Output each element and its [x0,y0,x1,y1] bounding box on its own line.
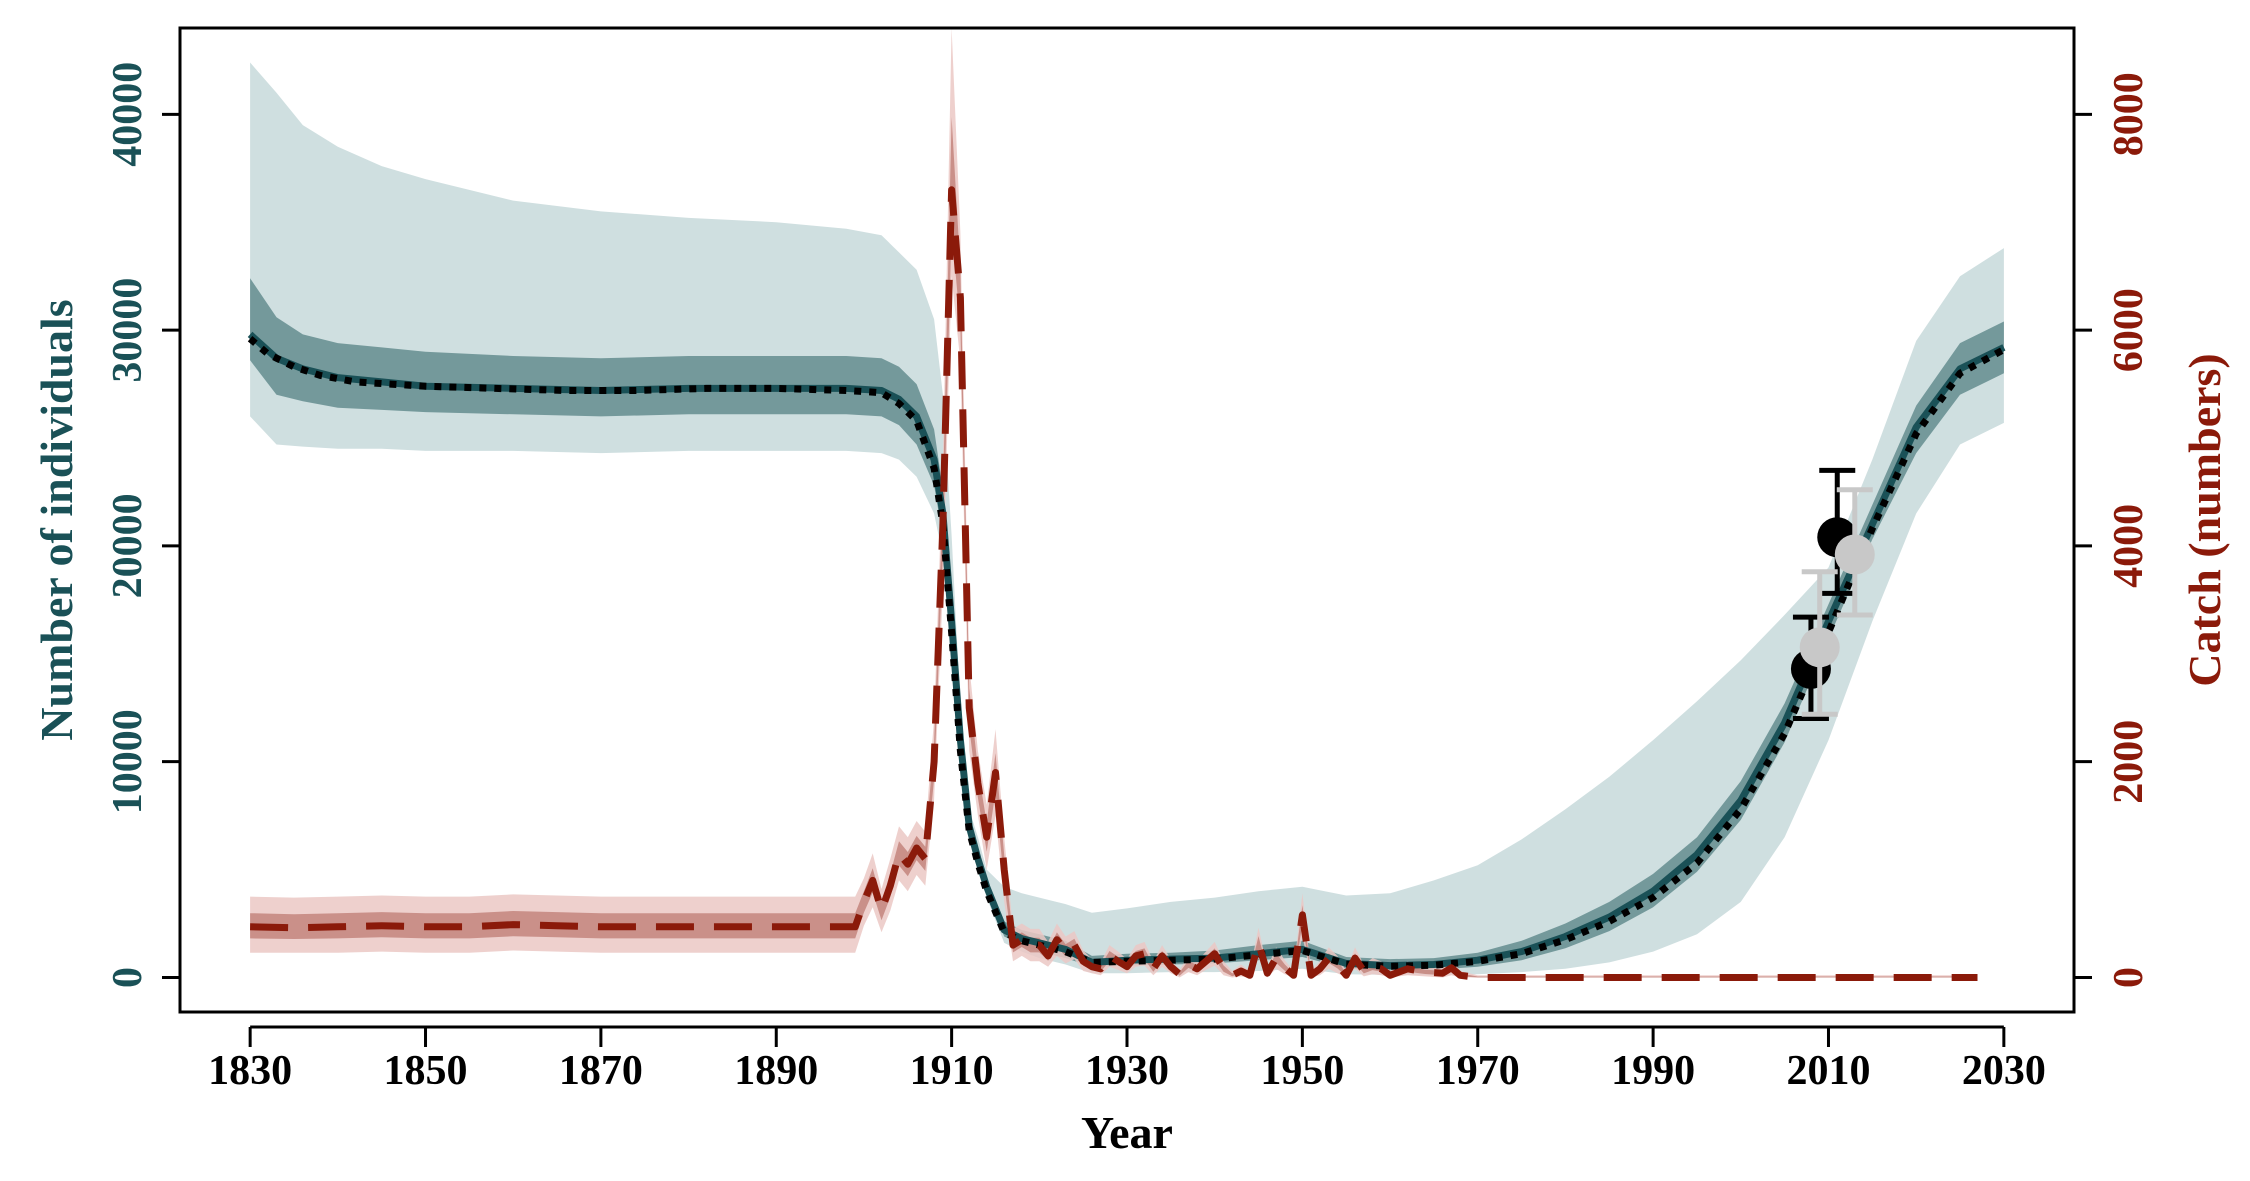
y-left-tick-label: 0 [105,967,151,988]
survey-estimate-grey-point [1799,627,1840,668]
y-right-tick-label: 0 [2106,967,2152,988]
y-left-axis-title: Number of individuals [31,299,82,740]
y-right-tick-label: 8000 [2106,72,2152,156]
x-axis-title: Year [1081,1107,1173,1158]
x-tick-label: 2030 [1962,1048,2046,1094]
survey-estimate-grey [1834,487,1875,618]
y-left-tick-label: 20000 [105,493,151,598]
x-axis: 1830 1850 1870 1890 1910 1930 1950 1970 1990 2010… [208,1025,2046,1094]
survey-estimate-grey [1799,569,1840,717]
x-tick-label: 1930 [1085,1048,1169,1094]
x-tick-label: 2010 [1786,1048,1870,1094]
y-left-tick-label: 30000 [105,278,151,383]
x-tick-label: 1890 [734,1048,818,1094]
x-tick-label: 1870 [559,1048,643,1094]
x-tick-label: 1910 [910,1048,994,1094]
y-left-tick-label: 40000 [105,62,151,167]
y-right-axis-title: Catch (numbers) [2179,353,2230,686]
y-right-tick-label: 4000 [2106,504,2152,588]
y-left-tick-label: 10000 [105,709,151,814]
y-left-axis: 0 10000 20000 30000 40000 [105,62,182,988]
population-band-outer [250,62,2004,975]
y-right-tick-label: 6000 [2106,288,2152,372]
plot-frame [178,26,2076,1014]
population-fitted-dotted-line [247,336,2006,970]
x-tick-label: 1850 [384,1048,468,1094]
y-right-axis: 0 2000 4000 6000 8000 [2072,72,2152,988]
y-right-tick-label: 2000 [2106,720,2152,804]
x-tick-label: 1970 [1436,1048,1520,1094]
x-tick-label: 1990 [1611,1048,1695,1094]
x-tick-label: 1830 [208,1048,292,1094]
x-tick-label: 1950 [1260,1048,1344,1094]
survey-estimate-grey-point [1834,534,1875,575]
catch-median-dashed-line [250,186,1978,981]
plot-area [247,28,2006,981]
